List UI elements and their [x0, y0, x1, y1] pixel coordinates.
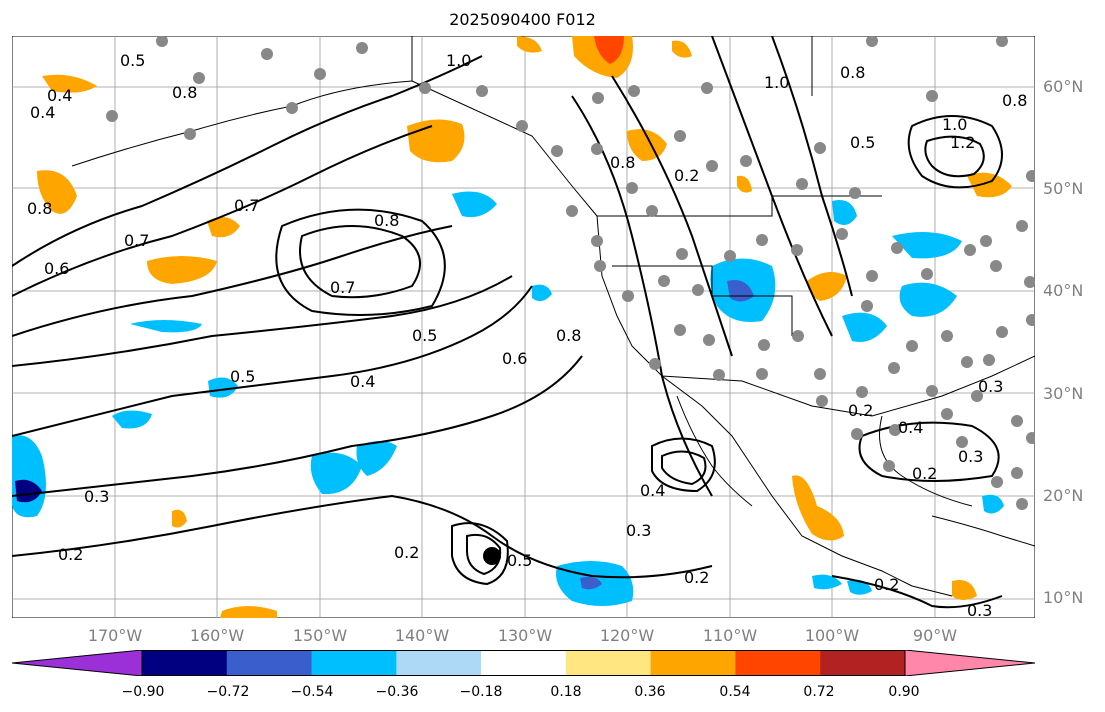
lon-label: 130°W: [497, 626, 553, 645]
contour-label: 0.3: [978, 377, 1003, 396]
colorbar-tick-label: 0.18: [550, 684, 582, 700]
lat-label: 10°N: [1043, 588, 1084, 607]
colorbar-extend-high: [904, 650, 1035, 676]
contour-label: 0.3: [967, 601, 992, 618]
colorbar-tick-label: −0.18: [459, 684, 503, 700]
lon-label: 110°W: [702, 626, 758, 645]
contour-label: 0.7: [124, 231, 149, 250]
contour-label: 0.8: [172, 83, 197, 102]
colorbar-segment: [311, 650, 397, 676]
contour-label: 0.4: [640, 481, 665, 500]
contour-label: 1.0: [942, 115, 967, 134]
contour-label: 0.5: [230, 367, 255, 386]
cyclone-marker: [483, 547, 501, 565]
contour-labels: 0.5 0.8 0.4 0.4 0.8 0.6 0.7 0.7 0.8 0.7 …: [27, 51, 1027, 618]
colorbar-tick-label: 0.54: [719, 684, 751, 700]
map-panel: 0.5 0.8 0.4 0.4 0.8 0.6 0.7 0.7 0.8 0.7 …: [12, 36, 1035, 618]
graticule: [12, 36, 1035, 618]
contour-label: 0.2: [912, 464, 937, 483]
contour-label: 0.3: [958, 447, 983, 466]
colorbar-segment: [481, 650, 567, 676]
contour-label: 0.3: [84, 487, 109, 506]
lat-label: 30°N: [1043, 384, 1084, 403]
contour-label: 0.8: [840, 63, 865, 82]
lon-label: 100°W: [804, 626, 860, 645]
lat-label: 60°N: [1043, 77, 1084, 96]
lon-label: 160°W: [189, 626, 245, 645]
map-title: 2025090400 F012: [449, 10, 596, 29]
colorbar-tick-label: 0.36: [634, 684, 666, 700]
colorbar-tick-label: −0.36: [375, 684, 419, 700]
contour-label: 0.2: [684, 568, 709, 587]
contours: [12, 36, 1003, 609]
lat-label: 20°N: [1043, 486, 1084, 505]
contour-label: 1.2: [950, 133, 975, 152]
contour-label: 0.8: [610, 153, 635, 172]
colorbar-segment: [396, 650, 482, 676]
contour-label: 0.8: [27, 199, 52, 218]
contour-label: 1.0: [446, 51, 471, 70]
colorbar-segment: [820, 650, 906, 676]
lat-label: 50°N: [1043, 179, 1084, 198]
colorbar-segment: [735, 650, 821, 676]
contour-label: 0.5: [850, 133, 875, 152]
colorbar-segment: [226, 650, 313, 676]
colorbar: [12, 650, 1035, 676]
contour-label: 0.6: [502, 349, 527, 368]
colorbar-segment: [650, 650, 736, 676]
contour-label: 0.4: [30, 103, 55, 122]
contour-label: 0.4: [47, 86, 72, 105]
colorbar-segment: [142, 650, 228, 676]
contour-label: 0.2: [58, 545, 83, 564]
colorbar-tick-label: −0.72: [206, 684, 250, 700]
lat-label: 40°N: [1043, 281, 1084, 300]
contour-label: 0.5: [507, 551, 532, 570]
contour-label: 0.4: [898, 418, 923, 437]
contour-label: 0.7: [330, 278, 355, 297]
contour-label: 0.5: [120, 51, 145, 70]
contour-label: 0.3: [626, 521, 651, 540]
contour-label: 0.5: [412, 326, 437, 345]
colorbar-tick-label: −0.90: [121, 684, 165, 700]
contour-label: 0.4: [350, 372, 375, 391]
colorbar-tick-label: 0.72: [803, 684, 835, 700]
station-markers: [106, 36, 1035, 510]
lon-label: 170°W: [87, 626, 143, 645]
lon-label: 150°W: [292, 626, 348, 645]
colorbar-segment: [565, 650, 652, 676]
contour-label: 0.7: [234, 196, 259, 215]
contour-label: 0.2: [874, 575, 899, 594]
colorbar-border: [141, 650, 906, 676]
contour-label: 0.8: [374, 211, 399, 230]
lon-label: 90°W: [912, 626, 958, 645]
lon-label: 140°W: [394, 626, 450, 645]
contour-label: 0.6: [44, 259, 69, 278]
colorbar-tick-label: 0.90: [888, 684, 920, 700]
contour-label: 0.2: [674, 166, 699, 185]
contour-label: 0.8: [556, 326, 581, 345]
contour-label: 0.8: [1002, 91, 1027, 110]
contour-label: 0.2: [848, 401, 873, 420]
colorbar-extend-low: [12, 650, 143, 676]
contour-label: 0.2: [394, 543, 419, 562]
contour-label: 1.0: [764, 73, 789, 92]
lon-label: 120°W: [599, 626, 655, 645]
colorbar-tick-label: −0.54: [290, 684, 334, 700]
